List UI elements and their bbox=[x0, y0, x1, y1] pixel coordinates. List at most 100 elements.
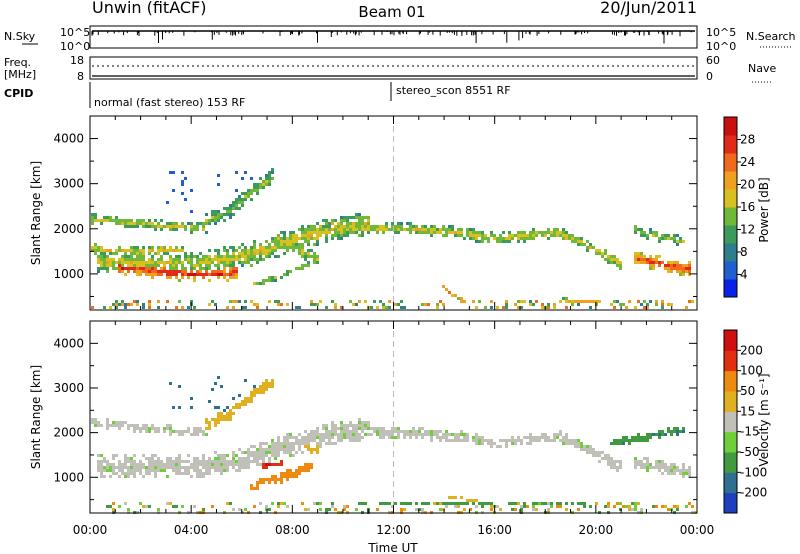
velocity-cell bbox=[136, 469, 139, 472]
velocity-cell bbox=[376, 508, 379, 511]
power-cell bbox=[277, 246, 280, 249]
power-cell bbox=[151, 222, 154, 225]
power-cell bbox=[481, 234, 484, 237]
velocity-cell bbox=[121, 472, 124, 475]
velocity-cell bbox=[661, 466, 664, 469]
power-cell bbox=[358, 222, 361, 225]
power-cell bbox=[103, 306, 106, 309]
velocity-cell bbox=[421, 427, 424, 430]
velocity-cell bbox=[127, 424, 130, 427]
power-cell bbox=[97, 255, 100, 258]
power-cell bbox=[550, 231, 553, 234]
velocity-cell bbox=[595, 451, 598, 454]
velocity-cell bbox=[154, 454, 157, 457]
power-cell bbox=[97, 261, 100, 264]
velocity-cell bbox=[682, 430, 685, 433]
power-cell bbox=[178, 270, 181, 273]
velocity-cell bbox=[292, 445, 295, 448]
velocity-cell bbox=[562, 442, 565, 445]
velocity-cell bbox=[538, 502, 541, 505]
power-cell bbox=[103, 267, 106, 270]
velocity-cell bbox=[91, 418, 94, 421]
velocity-cell bbox=[688, 472, 691, 475]
power-cell bbox=[349, 222, 352, 225]
power-cell bbox=[103, 261, 106, 264]
velocity-cell bbox=[658, 436, 661, 439]
velocity-cell bbox=[217, 376, 220, 379]
velocity-cell bbox=[352, 436, 355, 439]
power-cell bbox=[217, 219, 220, 222]
power-cell bbox=[430, 228, 433, 231]
power-cell bbox=[181, 264, 184, 267]
power-cell bbox=[217, 216, 220, 219]
velocity-cell bbox=[331, 427, 334, 430]
velocity-cell bbox=[565, 442, 568, 445]
power-cell bbox=[232, 306, 235, 309]
power-cell bbox=[262, 252, 265, 255]
velocity-cell bbox=[586, 448, 589, 451]
power-cell bbox=[283, 234, 286, 237]
velocity-cell bbox=[274, 448, 277, 451]
velocity-cell bbox=[148, 460, 151, 463]
velocity-cell bbox=[262, 466, 265, 469]
power-cell bbox=[607, 261, 610, 264]
velocity-cell bbox=[106, 424, 109, 427]
power-cell bbox=[148, 270, 151, 273]
velocity-cell bbox=[646, 466, 649, 469]
velocity-cell bbox=[124, 466, 127, 469]
velocity-cell bbox=[115, 454, 118, 457]
power-cell bbox=[202, 225, 205, 228]
velocity-cell bbox=[229, 412, 232, 415]
velocity-cell bbox=[319, 502, 322, 505]
velocity-cell bbox=[295, 472, 298, 475]
power-cell bbox=[235, 189, 238, 192]
velocity-cell bbox=[202, 457, 205, 460]
power-cell bbox=[181, 192, 184, 195]
power-cell bbox=[232, 273, 235, 276]
power-cell bbox=[139, 249, 142, 252]
power-cell bbox=[670, 237, 673, 240]
velocity-cell bbox=[238, 463, 241, 466]
velocity-cell bbox=[130, 460, 133, 463]
velocity-cell bbox=[211, 460, 214, 463]
power-cell bbox=[304, 258, 307, 261]
velocity-cell bbox=[415, 502, 418, 505]
power-cell bbox=[400, 222, 403, 225]
velocity-cell bbox=[550, 439, 553, 442]
x-tick-label: 08:00 bbox=[275, 523, 310, 537]
velocity-cell bbox=[226, 469, 229, 472]
velocity-cell bbox=[271, 475, 274, 478]
velocity-cell bbox=[298, 442, 301, 445]
velocity-cell bbox=[418, 430, 421, 433]
power-cell bbox=[403, 228, 406, 231]
velocity-cell bbox=[214, 424, 217, 427]
velocity-cell bbox=[334, 430, 337, 433]
velocity-cell bbox=[568, 439, 571, 442]
power-cell bbox=[208, 222, 211, 225]
velocity-cell bbox=[286, 448, 289, 451]
velocity-cell bbox=[262, 391, 265, 394]
velocity-cell bbox=[358, 418, 361, 421]
power-cell bbox=[148, 225, 151, 228]
power-cell bbox=[136, 249, 139, 252]
velocity-cell bbox=[208, 469, 211, 472]
power-cell bbox=[97, 246, 100, 249]
power-cell bbox=[634, 231, 637, 234]
power-cell bbox=[193, 267, 196, 270]
power-cell bbox=[523, 300, 526, 303]
velocity-cell bbox=[616, 502, 619, 505]
power-cell bbox=[244, 171, 247, 174]
velocity-cell bbox=[154, 427, 157, 430]
power-cell bbox=[565, 234, 568, 237]
power-cell bbox=[241, 249, 244, 252]
power-cell bbox=[691, 300, 694, 303]
velocity-cell bbox=[94, 424, 97, 427]
velocity-cell bbox=[169, 433, 172, 436]
power-cell bbox=[676, 234, 679, 237]
velocity-cell bbox=[283, 439, 286, 442]
velocity-cell bbox=[637, 502, 640, 505]
velocity-cell bbox=[472, 502, 475, 505]
power-cell bbox=[325, 222, 328, 225]
power-cell bbox=[214, 255, 217, 258]
power-cell bbox=[445, 228, 448, 231]
